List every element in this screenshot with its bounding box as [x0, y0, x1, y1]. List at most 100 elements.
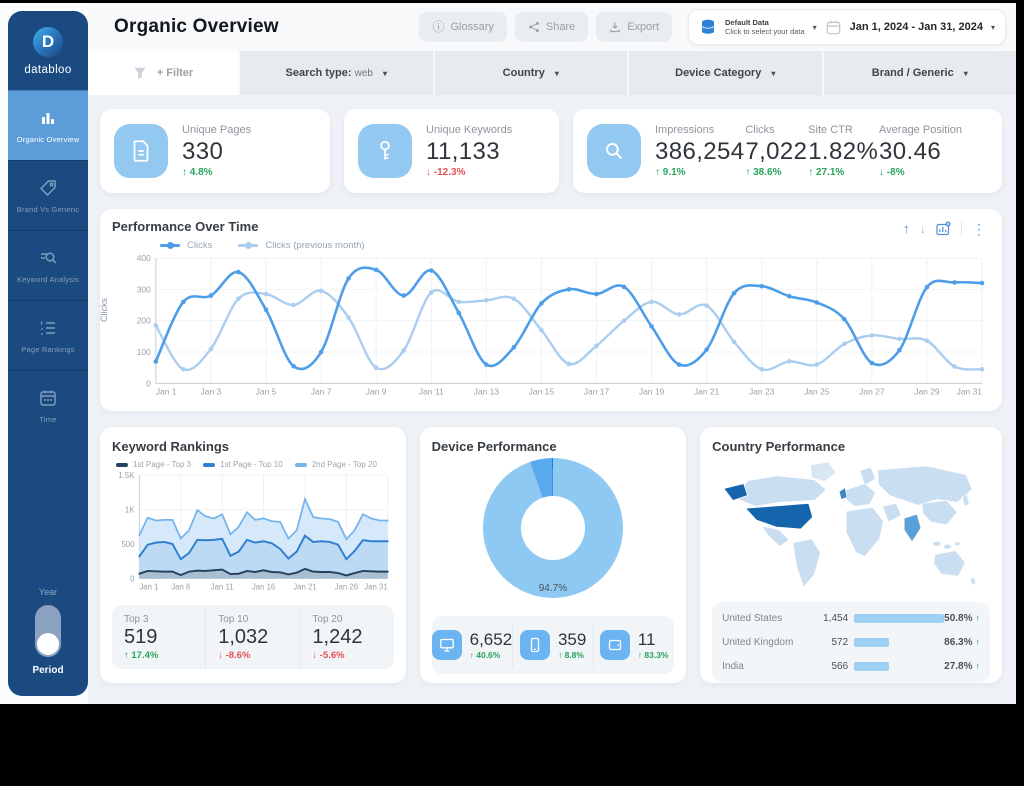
legend-item: 1st Page - Top 10 — [203, 460, 283, 469]
kpi-delta: ↑ 4.8% — [182, 167, 213, 178]
more-options-icon[interactable]: ⋮ — [972, 220, 986, 237]
map-canada — [735, 475, 827, 507]
databloo-logo-icon: D — [33, 27, 63, 57]
svg-text:Jan 16: Jan 16 — [252, 582, 275, 591]
sidebar-item-brand-vs-generic[interactable]: Brand Vs Generic — [8, 160, 88, 230]
chevron-down-icon[interactable]: ▾ — [990, 22, 995, 32]
year-period-toggle[interactable] — [35, 605, 61, 657]
chevron-down-icon: ▾ — [554, 68, 559, 78]
map-middle-east — [882, 502, 902, 523]
svg-text:Jan 11: Jan 11 — [211, 582, 234, 591]
sidebar-item-time[interactable]: Time — [8, 370, 88, 440]
period-toggle-group: Year Period — [8, 587, 88, 696]
svg-text:Jan 15: Jan 15 — [529, 386, 555, 396]
logo-text: databloo — [24, 64, 72, 76]
search-icon — [587, 124, 641, 178]
svg-text:Jan 11: Jan 11 — [419, 386, 444, 396]
kpi-card-unique-keywords: Unique Keywords 11,133 ↓ -12.3% — [344, 109, 559, 193]
chevron-down-icon: ▾ — [963, 68, 968, 78]
sidebar-item-page-rankings[interactable]: Page Rankings — [8, 300, 88, 370]
svg-text:Jan 25: Jan 25 — [804, 386, 830, 396]
kpi-average-position: Average Position 30.46 ↓ -8% — [879, 124, 962, 178]
svg-text:400: 400 — [137, 253, 151, 263]
chart-legend: Clicks Clicks (previous month) — [160, 238, 990, 252]
map-india — [903, 513, 922, 543]
map-mexico — [760, 525, 790, 548]
stat-desktop: 6,652 ↑ 40.6% — [431, 622, 512, 668]
kpi-clicks: Clicks 7,022 ↑ 38.6% — [745, 124, 808, 178]
date-range[interactable]: Jan 1, 2024 - Jan 31, 2024 — [849, 21, 983, 33]
svg-text:200: 200 — [137, 316, 151, 326]
calendar-icon — [40, 390, 56, 406]
legend-swatch — [294, 462, 307, 467]
chevron-down-icon[interactable]: ▾ — [812, 22, 817, 32]
data-source-selector[interactable]: Default Data Click to select your data — [725, 17, 805, 36]
country-bar — [854, 637, 944, 647]
table-row-united-states: United States 1,454 50.8% ↑ — [722, 612, 981, 624]
brand-generic-dropdown[interactable]: Brand / Generic ▾ — [823, 51, 1016, 95]
tag-icon — [39, 179, 56, 196]
bar-chart-icon — [42, 112, 54, 124]
country-dropdown[interactable]: Country ▾ — [434, 51, 627, 95]
export-chart-icon[interactable] — [936, 221, 951, 236]
sidebar-item-keyword-analysis[interactable]: Keyword Analysis — [8, 230, 88, 300]
calendar-small-icon — [826, 20, 840, 34]
map-australia — [933, 550, 966, 577]
map-indonesia — [932, 540, 942, 547]
map-alaska — [723, 483, 749, 501]
app-window: D databloo Organic Overview Brand Vs Gen… — [0, 3, 1016, 704]
svg-text:Jan 29: Jan 29 — [914, 386, 940, 396]
kpi-card-search-metrics: Impressions 386,254 ↑ 9.1% Clicks 7,022 … — [573, 109, 1002, 193]
legend-swatch — [160, 241, 180, 249]
device-donut-chart: 94.7% — [432, 458, 675, 610]
performance-line-chart: 0 100 200 300 400 Jan 1 Jan 3 Jan 5 Jan 7 Jan 9 Ja… — [116, 252, 990, 406]
sort-down-icon[interactable]: ↓ — [919, 221, 927, 236]
legend-swatch — [203, 462, 216, 467]
svg-text:1K: 1K — [125, 505, 135, 514]
glossary-button[interactable]: ⓘ Glossary — [419, 12, 507, 42]
legend-item: Clicks — [160, 240, 212, 251]
page-title: Organic Overview — [114, 16, 279, 37]
tablet-icon — [599, 630, 630, 660]
add-filter-button[interactable]: + Filter — [88, 51, 238, 95]
share-button[interactable]: Share — [514, 12, 589, 42]
arrow-up-icon: ↑ — [975, 661, 981, 671]
search-type-dropdown[interactable]: Search type: web ▾ — [240, 51, 433, 95]
key-icon — [358, 124, 412, 178]
sidebar-item-organic-overview[interactable]: Organic Overview — [8, 90, 88, 160]
map-europe — [843, 483, 877, 507]
legend-item: 2nd Page - Top 20 — [294, 460, 377, 469]
keyword-rankings-card: Keyword Rankings 1st Page - Top 3 1st Pa… — [100, 427, 406, 683]
toggle-period-label: Period — [32, 665, 64, 676]
map-japan — [961, 494, 970, 507]
chart-title: Device Performance — [431, 439, 557, 454]
ranked-list-icon — [40, 321, 55, 335]
download-icon — [610, 22, 620, 33]
stat-top-3: Top 3 519 ↑ 17.4% — [124, 614, 159, 662]
device-category-dropdown[interactable]: Device Category ▾ — [629, 51, 822, 95]
share-icon — [528, 21, 539, 33]
map-china — [921, 500, 958, 526]
device-donut — [482, 458, 623, 598]
chevron-down-icon: ▾ — [382, 68, 387, 78]
keyword-rankings-area-chart: 0 500 1K 1.5K Jan 1 Jan 6 Jan 11 Jan 16 Jan 21 Ja… — [112, 471, 394, 599]
table-row-united-kingdom: United Kingdom 572 86.3% ↑ — [722, 636, 981, 648]
world-map — [712, 456, 990, 596]
arrow-up-icon: ↑ — [975, 613, 981, 623]
world-map-svg — [723, 461, 977, 588]
legend-swatch — [238, 241, 259, 249]
table-row-india: India 566 27.8% ↑ — [722, 660, 981, 672]
performance-over-time-card: Performance Over Time ↑ ↓ ⋮ Clicks Click… — [99, 209, 1002, 411]
chart-title: Country Performance — [712, 439, 846, 454]
kpi-value: 330 — [182, 138, 224, 165]
map-south-america — [792, 538, 821, 588]
map-russia — [877, 465, 973, 506]
svg-text:Jan 26: Jan 26 — [335, 582, 358, 591]
sort-up-icon[interactable]: ↑ — [903, 221, 910, 236]
svg-text:Jan 31: Jan 31 — [364, 582, 387, 591]
svg-text:Jan 13: Jan 13 — [474, 386, 500, 396]
export-button[interactable]: Export — [596, 12, 673, 42]
map-greenland — [810, 461, 837, 483]
arrow-up-icon: ↑ — [975, 637, 981, 647]
stat-tablet: 11 ↑ 83.3% — [593, 622, 674, 668]
